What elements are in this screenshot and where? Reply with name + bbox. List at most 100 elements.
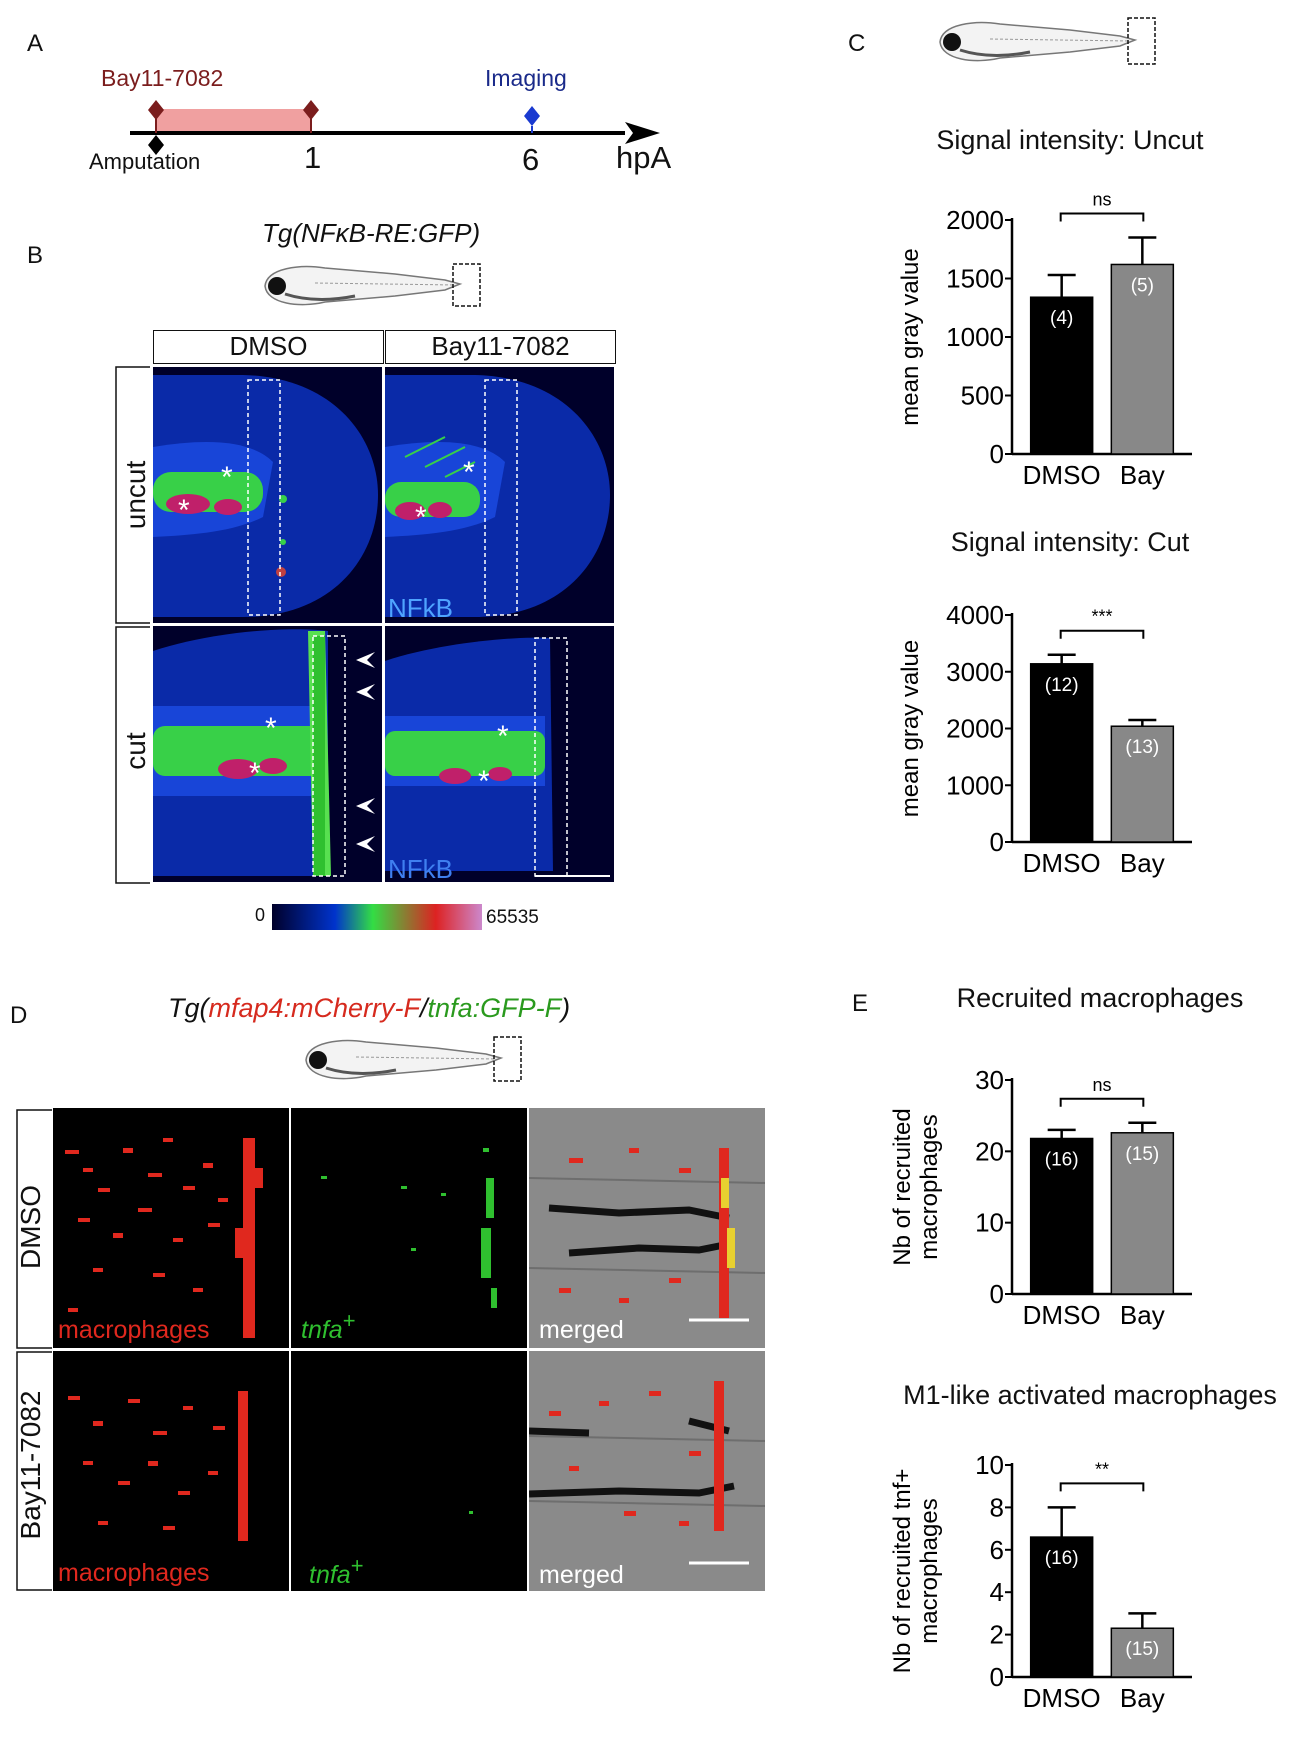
n-label: (16) [1045, 1149, 1079, 1170]
panel-letter-d: D [10, 1002, 28, 1029]
y-tick-label: 6 [990, 1535, 1004, 1565]
y-axis-label: macrophages [916, 1114, 943, 1259]
nfkb-image-bay-cut: * * NFkB [385, 626, 614, 882]
y-axis-label: macrophages [916, 1498, 943, 1643]
label-tnfa-plus-bay: + [351, 1553, 364, 1578]
amputation-marker [148, 135, 164, 155]
row-label-dmso-d: DMSO [15, 1185, 46, 1269]
row-label-bay-d: Bay11-7082 [15, 1390, 46, 1540]
category-label: DMSO [1023, 1300, 1101, 1330]
y-tick-label: 4 [990, 1577, 1004, 1607]
svg-text:tnfa+: tnfa+ [309, 1553, 364, 1589]
bar-bay [1110, 725, 1175, 843]
y-tick-label: 2000 [946, 714, 1004, 744]
significance-bracket [1059, 212, 1145, 222]
bar-dmso [1029, 663, 1094, 843]
y-tick-label: 10 [975, 1450, 1004, 1480]
nfkb-image-bay-uncut: * * NFkB [385, 367, 614, 623]
amputation-label: Amputation [89, 149, 200, 174]
merged-image-bay: merged [529, 1351, 765, 1591]
tnfa-image-bay: tnfa+ [291, 1351, 527, 1591]
timeline-tick-1: 1 [304, 140, 321, 175]
y-tick-label: 1500 [946, 264, 1004, 294]
y-tick-label: 20 [975, 1136, 1004, 1166]
n-label: (15) [1125, 1639, 1159, 1660]
panel-letter-b: B [27, 242, 44, 269]
label-merged-bay: merged [539, 1561, 624, 1589]
y-axis-label: mean gray value [897, 248, 924, 425]
y-tick-label: 500 [961, 381, 1004, 411]
larva-schematic-b [264, 263, 481, 307]
y-tick-label: 10 [975, 1208, 1004, 1238]
n-label: (4) [1050, 308, 1073, 329]
nfkb-image-dmso-cut: * * [153, 626, 382, 882]
panel-d-title-prefix: Tg( [168, 993, 209, 1023]
y-tick-label: 2 [990, 1620, 1004, 1650]
svg-text:*: * [478, 765, 490, 798]
chart-uncut-signal: mean gray value 0 500 1000 1500 2000 (4) DMSO (5… [897, 190, 1192, 490]
panel-b-title: Tg(NFκB-RE:GFP) [262, 218, 481, 248]
row-brackets-d [16, 1109, 52, 1591]
col-header-dmso: DMSO [153, 330, 384, 364]
label-macrophages-bay: macrophages [58, 1559, 209, 1587]
category-label: DMSO [1023, 848, 1101, 878]
significance-bracket [1059, 1482, 1145, 1492]
y-tick-label: 4000 [946, 600, 1004, 630]
panel-d-title-suffix: ) [561, 993, 571, 1023]
colorscale-min: 0 [255, 905, 266, 925]
y-tick-label: 1000 [946, 322, 1004, 352]
label-merged-dmso: merged [539, 1316, 624, 1344]
svg-text:tnfa+: tnfa+ [301, 1308, 356, 1344]
imaging-label: Imaging [485, 65, 567, 91]
y-axis-label: Nb of recruited tnf+ [889, 1469, 916, 1674]
panel-letter-a: A [27, 30, 44, 57]
chart3-title: Recruited macrophages [956, 983, 1244, 1013]
larva-schematic-c [939, 17, 1156, 65]
svg-text:*: * [497, 720, 509, 753]
category-label: Bay [1120, 848, 1165, 878]
macrophage-image-dmso: macrophages [53, 1108, 289, 1348]
y-axis-label: Nb of recruited [889, 1108, 916, 1265]
y-tick-label: 2000 [946, 205, 1004, 235]
n-label: (16) [1045, 1548, 1079, 1569]
imaging-marker [524, 106, 540, 126]
row-brackets-b [115, 366, 150, 884]
y-tick-label: 0 [990, 827, 1004, 857]
chart1-title: Signal intensity: Uncut [936, 125, 1204, 155]
significance-bracket [1059, 629, 1145, 639]
timeline-unit: hpA [616, 140, 671, 175]
col-header-bay: Bay11-7082 [385, 330, 616, 364]
significance-bracket [1059, 1097, 1145, 1107]
treatment-timeline: Bay11-7082 Imaging Amputation 1 6 hpA [89, 65, 671, 177]
larva-schematic-d [305, 1036, 522, 1082]
category-label: DMSO [1023, 1683, 1101, 1713]
bar-dmso [1029, 296, 1094, 455]
significance-label: ns [1092, 1075, 1111, 1095]
y-tick-label: 30 [975, 1065, 1004, 1095]
panel-d-title-slash: / [420, 993, 428, 1023]
n-label: (15) [1125, 1144, 1159, 1165]
label-tnfa-plus-dmso: + [343, 1308, 356, 1333]
panel-d-title-green: tnfa:GFP-F [427, 993, 562, 1023]
panel-letter-c: C [848, 30, 866, 57]
svg-text:*: * [221, 461, 233, 494]
chart4-title: M1-like activated macrophages [903, 1380, 1277, 1410]
y-tick-label: 1000 [946, 770, 1004, 800]
significance-label: ** [1095, 1459, 1109, 1479]
colorscale-max: 65535 [486, 907, 539, 928]
merged-image-dmso: merged [529, 1108, 765, 1348]
timeline-tick-6: 6 [522, 142, 539, 177]
chart-cut-signal: mean gray value 0 1000 2000 3000 4000 (12) DMSO… [897, 600, 1192, 878]
svg-text:*: * [249, 757, 261, 790]
panel-letter-e: E [852, 990, 869, 1017]
y-tick-label: 0 [990, 1279, 1004, 1309]
n-label: (13) [1125, 737, 1159, 758]
label-macrophages-dmso: macrophages [58, 1316, 209, 1344]
timeline-arrowhead [625, 122, 660, 144]
nfkb-channel-label-cut: NFkB [388, 854, 453, 882]
tail-region-box [452, 263, 481, 307]
nfkb-channel-label: NFkB [388, 593, 453, 623]
y-axis-label: mean gray value [897, 640, 924, 817]
bar-dmso [1029, 1536, 1094, 1678]
panel-d-title-red: mfap4:mCherry-F [208, 993, 421, 1023]
